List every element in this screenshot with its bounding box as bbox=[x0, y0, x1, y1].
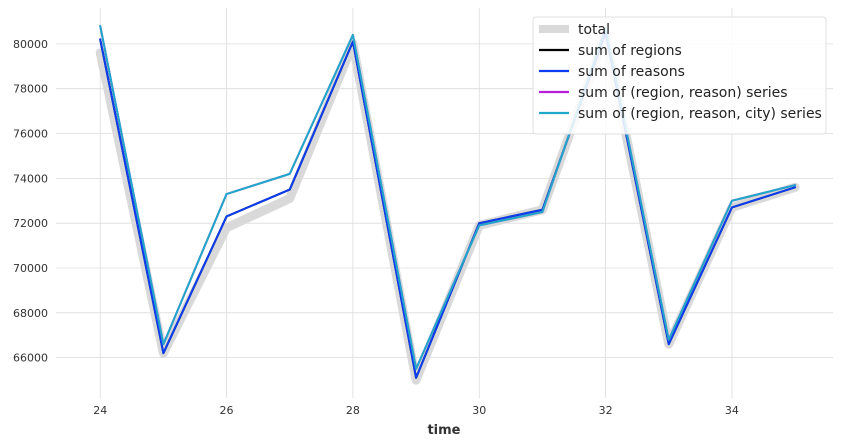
y-tick-label: 70000 bbox=[13, 262, 48, 275]
legend-box bbox=[532, 16, 827, 135]
x-tick-label: 24 bbox=[93, 404, 107, 417]
legend-label: total bbox=[578, 22, 610, 38]
series-line-4 bbox=[99, 24, 797, 370]
legend-label: sum of reasons bbox=[578, 64, 685, 80]
y-tick-label: 72000 bbox=[13, 217, 48, 230]
x-tick-label: 30 bbox=[472, 404, 486, 417]
legend: total sum of regions sum of reasons sum of … bbox=[532, 16, 827, 135]
tick-labels: 24 26 28 30 32 34 66000 68000 70000 72000 74000 760… bbox=[13, 38, 739, 417]
legend-label: sum of (region, reason) series bbox=[578, 85, 788, 101]
series-line-2 bbox=[99, 31, 797, 379]
x-tick-label: 34 bbox=[725, 404, 739, 417]
x-tick-label: 28 bbox=[346, 404, 360, 417]
y-tick-label: 66000 bbox=[13, 352, 48, 365]
x-tick-label: 32 bbox=[599, 404, 613, 417]
series-lines bbox=[95, 24, 800, 385]
y-tick-label: 78000 bbox=[13, 83, 48, 96]
legend-label: sum of (region, reason, city) series bbox=[578, 106, 822, 122]
y-tick-label: 76000 bbox=[13, 128, 48, 141]
y-tick-label: 74000 bbox=[13, 172, 48, 185]
x-axis-label: time bbox=[427, 423, 460, 438]
y-tick-label: 80000 bbox=[13, 38, 48, 51]
legend-label: sum of regions bbox=[578, 43, 682, 59]
y-tick-label: 68000 bbox=[13, 307, 48, 320]
x-tick-label: 26 bbox=[220, 404, 234, 417]
